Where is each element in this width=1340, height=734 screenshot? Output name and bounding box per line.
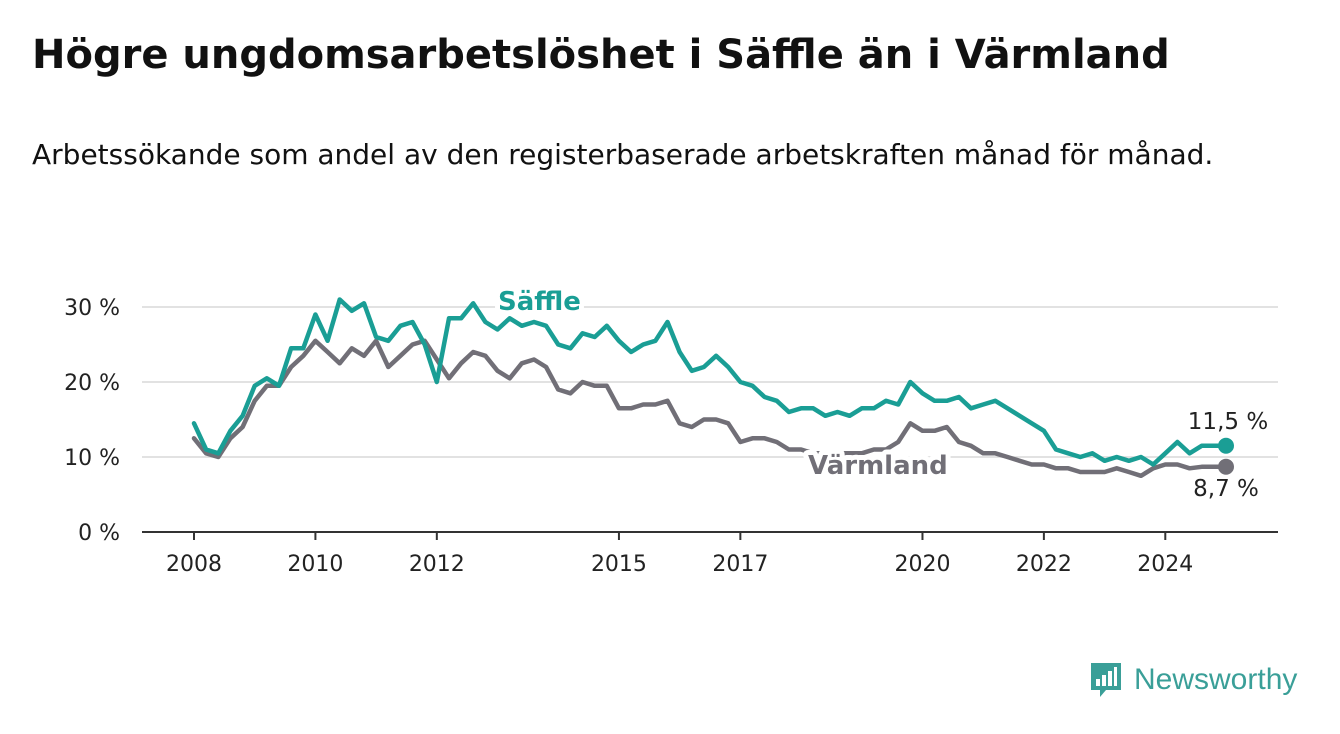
series-label-saffle-halo: Säffle xyxy=(498,287,581,317)
series-label-varmland-halo: Värmland xyxy=(808,451,948,481)
end-point-saffle xyxy=(1218,437,1234,454)
series-line-saffle xyxy=(191,297,1229,467)
x-tick-label: 2012 xyxy=(409,552,465,577)
end-point-varmland xyxy=(1218,458,1234,475)
series-label-saffle: Säffle xyxy=(498,287,581,317)
x-tick-label: 2024 xyxy=(1137,552,1193,577)
y-tick-label: 10 % xyxy=(64,446,120,471)
x-tick-label: 2008 xyxy=(166,552,222,577)
x-tick-label: 2022 xyxy=(1016,552,1072,577)
x-tick-label: 2010 xyxy=(287,552,343,577)
chart-title: Högre ungdomsarbetslöshet i Säffle än i … xyxy=(32,32,1170,78)
end-label-saffle: 11,5 % xyxy=(1188,409,1268,435)
end-label-varmland: 8,7 % xyxy=(1193,476,1259,502)
brand-name: Newsworthy xyxy=(1134,663,1298,696)
chart-subtitle: Arbetssökande som andel av den registerb… xyxy=(32,138,1214,171)
x-tick-label: 2020 xyxy=(894,552,950,577)
series-label-varmland: Värmland xyxy=(808,451,948,481)
y-tick-label: 0 % xyxy=(78,521,120,546)
brand-logo: Newsworthy xyxy=(1088,660,1297,700)
x-tick-label: 2017 xyxy=(712,552,768,577)
y-tick-label: 20 % xyxy=(64,371,120,396)
y-tick-label: 30 % xyxy=(64,296,120,321)
newsworthy-logo-icon xyxy=(1091,663,1121,697)
x-tick-label: 2015 xyxy=(591,552,647,577)
series-line-varmland xyxy=(191,338,1229,479)
